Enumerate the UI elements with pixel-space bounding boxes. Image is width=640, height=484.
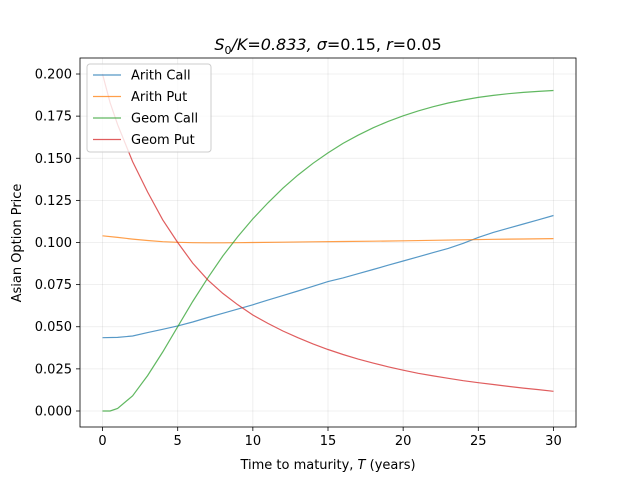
x-tick-label: 20 bbox=[395, 434, 412, 449]
legend-label-arith-call: Arith Call bbox=[131, 69, 191, 84]
series-lines bbox=[101, 73, 554, 412]
y-axis-ticks: 0.000 0.025 0.050 0.075 0.100 0.125 0.150 0.175… bbox=[35, 68, 80, 419]
y-tick-label: 0.125 bbox=[35, 194, 72, 209]
chart-title: S0/K=0.833, σ=0.15, r=0.05 bbox=[214, 35, 441, 57]
title-sigma: σ bbox=[317, 35, 328, 54]
legend-label-geom-put: Geom Put bbox=[131, 133, 195, 148]
y-tick-label: 0.025 bbox=[35, 362, 72, 377]
series-line-geom-put bbox=[101, 73, 554, 392]
x-tick-label: 5 bbox=[174, 434, 182, 449]
title-r-value: =0.05 bbox=[393, 35, 442, 54]
y-tick-label: 0.100 bbox=[35, 236, 72, 251]
legend-items: Arith Call Arith Put Geom Call Geom Put bbox=[93, 69, 198, 148]
series-line-geom-call bbox=[102, 89, 554, 412]
title-ratio: /K=0.833, bbox=[229, 35, 316, 54]
x-axis-label-text: Time to maturity, bbox=[239, 458, 357, 473]
x-tick-label: 30 bbox=[545, 434, 562, 449]
y-tick-label: 0.200 bbox=[35, 68, 72, 83]
x-axis-label-unit: (years) bbox=[366, 458, 416, 473]
y-tick-label: 0.150 bbox=[35, 152, 72, 167]
legend-label-geom-call: Geom Call bbox=[131, 112, 198, 127]
y-tick-label: 0.050 bbox=[35, 320, 72, 335]
x-tick-label: 0 bbox=[98, 434, 106, 449]
legend-box bbox=[86, 63, 212, 153]
legend: Arith Call Arith Put Geom Call Geom Put bbox=[86, 63, 212, 153]
x-axis-label-var: T bbox=[358, 458, 367, 473]
y-tick-label: 0.175 bbox=[35, 110, 72, 125]
legend-label-arith-put: Arith Put bbox=[131, 90, 187, 105]
series-line-arith-put bbox=[102, 235, 554, 244]
y-axis-label: Asian Option Price bbox=[10, 184, 25, 303]
x-tick-label: 15 bbox=[320, 434, 337, 449]
y-tick-label: 0.000 bbox=[35, 404, 72, 419]
title-r: r bbox=[386, 35, 394, 54]
x-axis-label: Time to maturity, T (years) bbox=[239, 458, 415, 473]
y-tick-label: 0.075 bbox=[35, 278, 72, 293]
x-axis-ticks: 0 5 10 15 20 25 30 bbox=[98, 427, 562, 449]
title-subscript: 0 bbox=[224, 44, 231, 57]
title-s: S bbox=[214, 35, 224, 54]
x-tick-label: 25 bbox=[470, 434, 487, 449]
title-sigma-value: =0.15, bbox=[327, 35, 386, 54]
x-tick-label: 10 bbox=[245, 434, 262, 449]
